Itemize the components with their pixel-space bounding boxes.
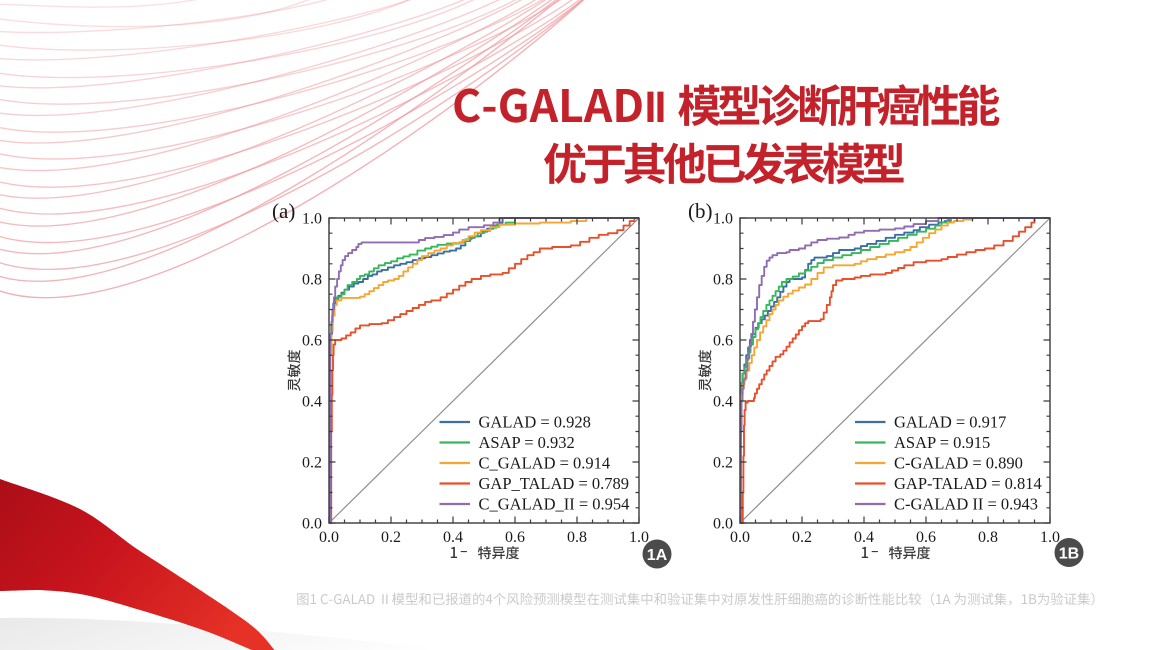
svg-text:C_GALAD_II = 0.954: C_GALAD_II = 0.954 — [479, 494, 630, 513]
svg-text:0.0: 0.0 — [730, 529, 750, 546]
svg-text:(b): (b) — [688, 199, 713, 223]
svg-text:GAP-TALAD = 0.814: GAP-TALAD = 0.814 — [894, 474, 1042, 493]
svg-text:(a): (a) — [272, 199, 295, 223]
svg-text:0.2: 0.2 — [302, 455, 322, 472]
svg-text:0.8: 0.8 — [302, 272, 322, 289]
svg-text:0.8: 0.8 — [567, 529, 587, 546]
svg-text:1.0: 1.0 — [629, 529, 649, 546]
svg-text:0.6: 0.6 — [302, 333, 322, 350]
svg-text:GAP_TALAD = 0.789: GAP_TALAD = 0.789 — [479, 474, 630, 493]
svg-text:GALAD = 0.928: GALAD = 0.928 — [479, 412, 591, 431]
svg-text:0.6: 0.6 — [505, 529, 525, 546]
svg-text:1A: 1A — [647, 547, 668, 564]
svg-text:C-GALAD = 0.890: C-GALAD = 0.890 — [894, 453, 1023, 472]
svg-text:C_GALAD = 0.914: C_GALAD = 0.914 — [479, 453, 611, 472]
svg-text:1B: 1B — [1059, 546, 1079, 563]
svg-text:C-GALAD II = 0.943: C-GALAD II = 0.943 — [894, 494, 1038, 513]
svg-text:GALAD = 0.917: GALAD = 0.917 — [894, 412, 1006, 431]
svg-text:0.4: 0.4 — [854, 529, 874, 546]
svg-text:0.6: 0.6 — [713, 333, 733, 350]
svg-text:1.0: 1.0 — [1040, 529, 1060, 546]
svg-text:1.0: 1.0 — [713, 211, 733, 228]
svg-text:0.2: 0.2 — [381, 529, 401, 546]
svg-text:0.4: 0.4 — [443, 529, 463, 546]
svg-text:0.0: 0.0 — [713, 516, 733, 533]
svg-text:0.2: 0.2 — [792, 529, 812, 546]
svg-text:0.0: 0.0 — [319, 529, 339, 546]
svg-text:0.2: 0.2 — [713, 455, 733, 472]
svg-text:0.0: 0.0 — [302, 516, 322, 533]
svg-text:0.8: 0.8 — [978, 529, 998, 546]
svg-text:0.8: 0.8 — [713, 272, 733, 289]
svg-text:0.6: 0.6 — [916, 529, 936, 546]
svg-text:0.4: 0.4 — [302, 394, 322, 411]
svg-text:1.0: 1.0 — [302, 211, 322, 228]
svg-text:ASAP = 0.915: ASAP = 0.915 — [894, 433, 990, 452]
svg-text:ASAP = 0.932: ASAP = 0.932 — [479, 433, 575, 452]
svg-text:0.4: 0.4 — [713, 394, 733, 411]
